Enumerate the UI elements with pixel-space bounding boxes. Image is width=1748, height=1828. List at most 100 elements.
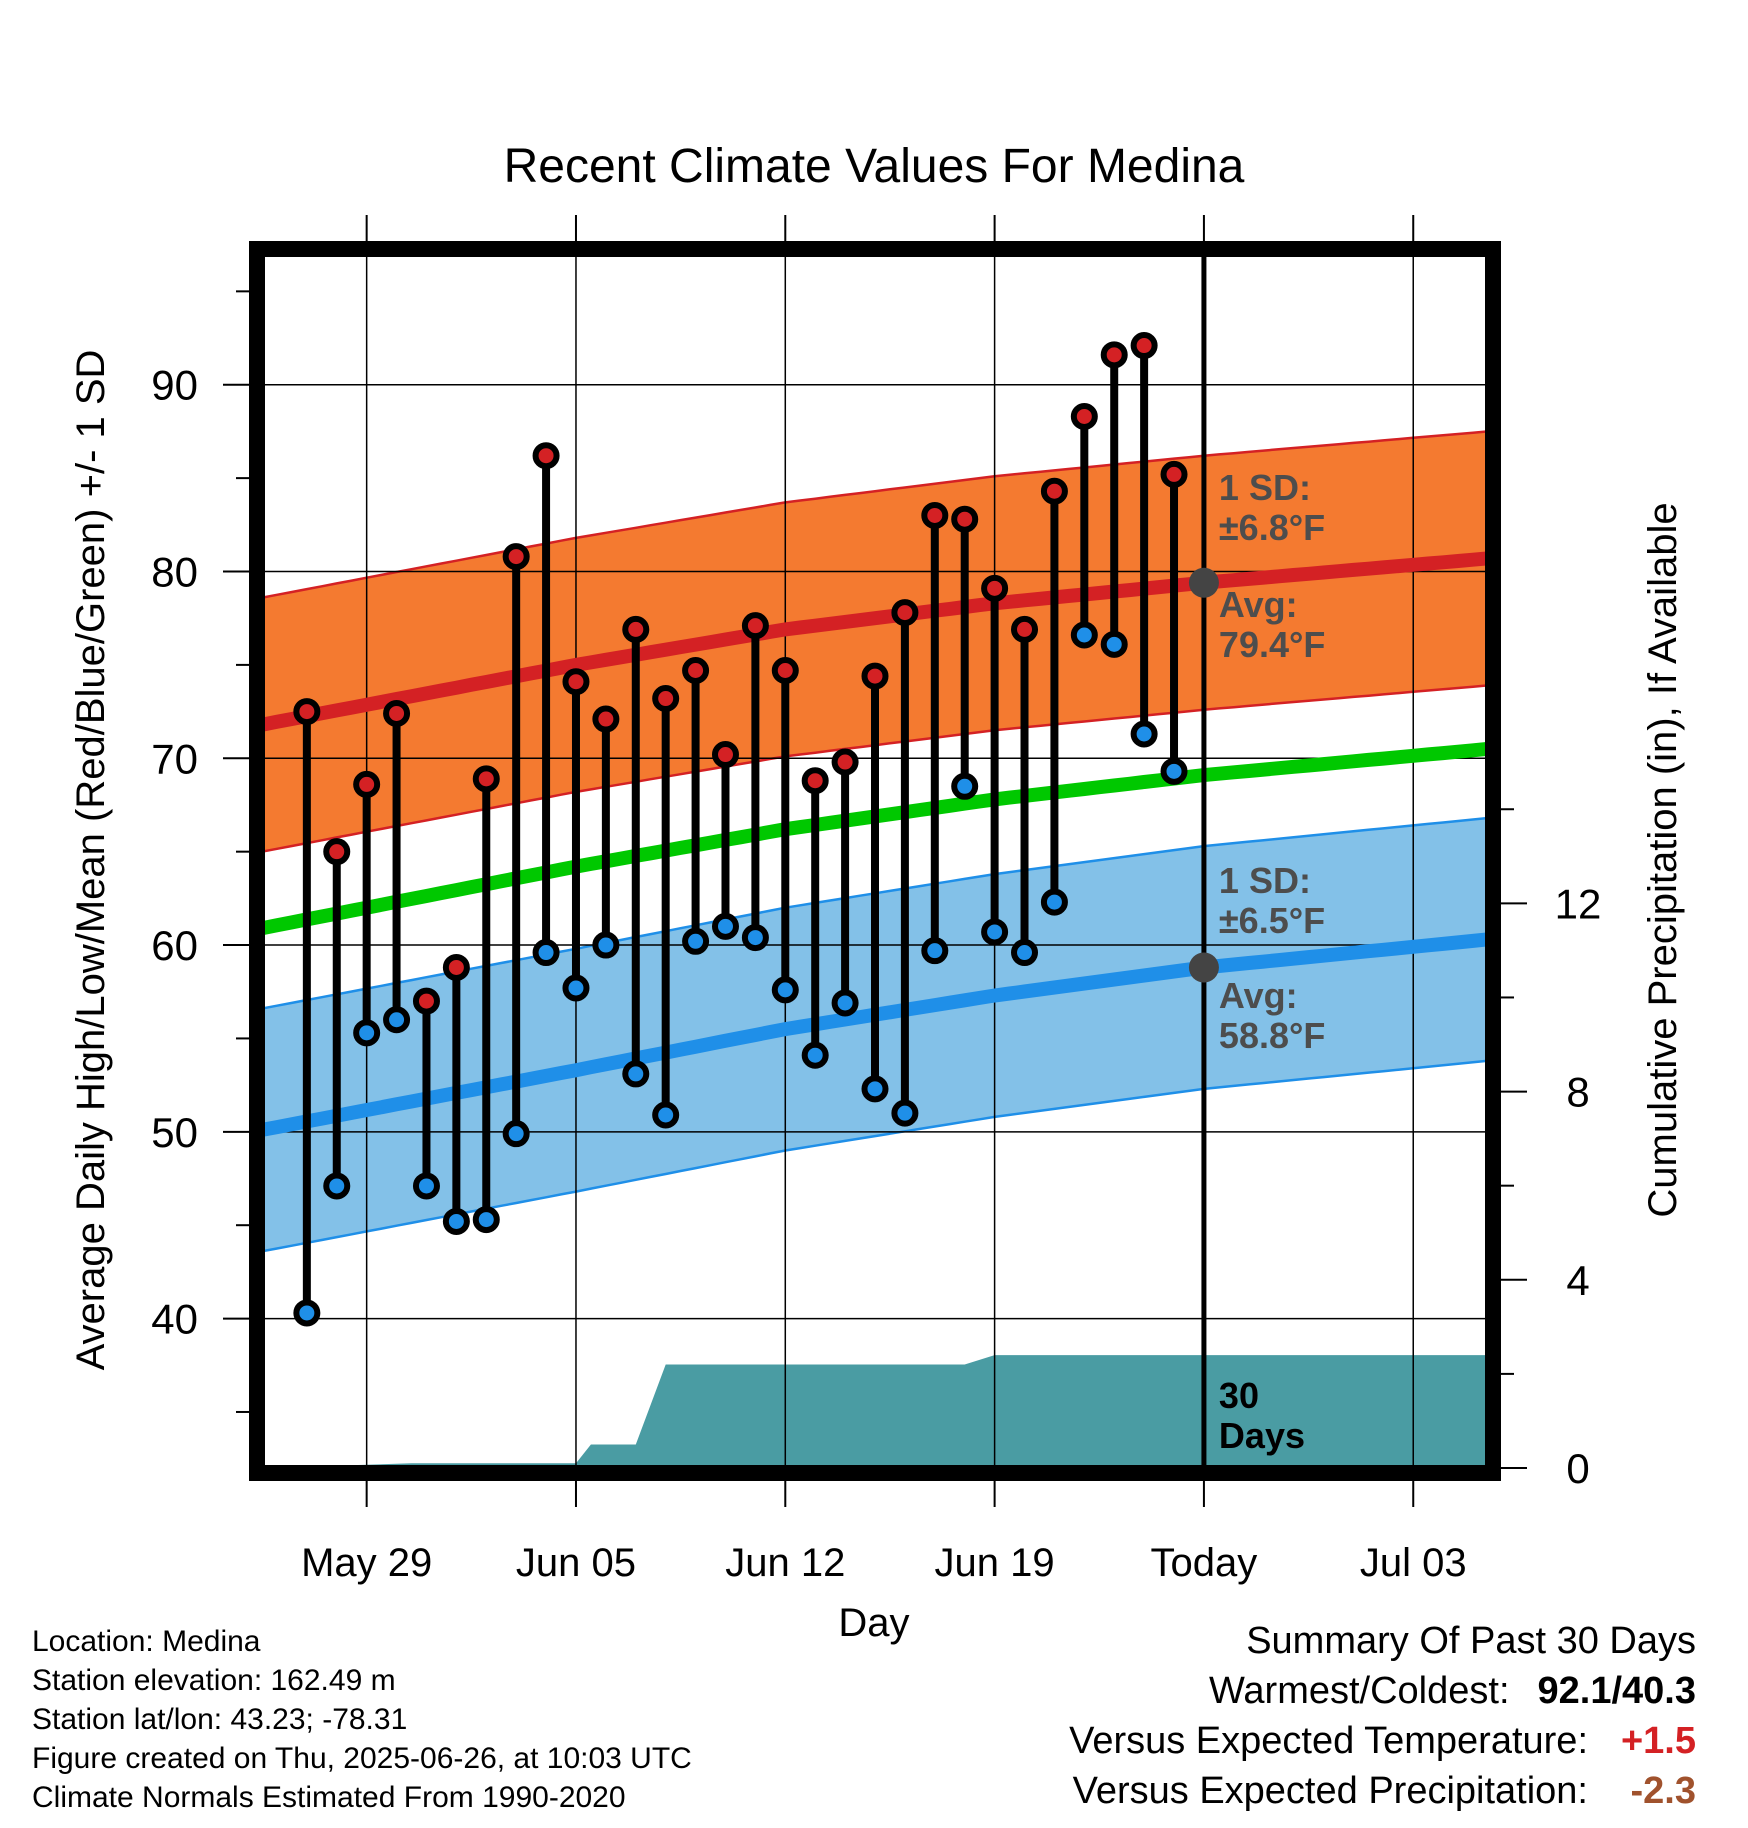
warmest-coldest-label: Warmest/Coldest:	[1208, 1670, 1510, 1712]
low-point	[831, 989, 859, 1017]
annot-low-sd-line-2: ±6.5°F	[1219, 900, 1325, 941]
low-point	[951, 772, 979, 800]
high-point	[1040, 477, 1068, 505]
x-tick-label: Jun 12	[725, 1541, 845, 1585]
low-point	[293, 1299, 321, 1327]
low-point	[412, 1172, 440, 1200]
high-point	[682, 656, 710, 684]
annot-high-sd-line-2: ±6.8°F	[1219, 507, 1325, 548]
low-point	[1100, 630, 1128, 658]
low-point	[921, 937, 949, 965]
created-text: Figure created on Thu, 2025-06-26, at 10…	[32, 1742, 692, 1775]
summary-row-extremes: Warmest/Coldest: 92.1/40.3	[1069, 1666, 1696, 1716]
x-tick-label: Today	[1151, 1541, 1258, 1585]
y2-axis-label: Cumulative Precipitation (in), If Availa…	[1641, 502, 1685, 1217]
y-tick-label: 70	[151, 735, 198, 782]
summary-row-precip: Versus Expected Precipitation: -2.3	[1069, 1766, 1696, 1816]
low-point	[801, 1041, 829, 1069]
y-tick-label: 80	[151, 549, 198, 596]
x-tick-label: Jun 05	[516, 1541, 636, 1585]
high-point	[502, 543, 530, 571]
low-point	[472, 1206, 500, 1234]
low-point	[1040, 888, 1068, 916]
annot-high-sd-line-1: 1 SD:	[1219, 467, 1311, 508]
y-tick-label: 90	[151, 362, 198, 409]
high-point	[323, 838, 351, 866]
plot-frame	[249, 241, 1501, 1481]
annot-low-sd-line-1: 1 SD:	[1219, 860, 1311, 901]
high-point	[532, 442, 560, 470]
warmest-coldest-value: 92.1/40.3	[1537, 1670, 1696, 1712]
y2-tick-label: 4	[1566, 1257, 1589, 1304]
low-point	[383, 1006, 411, 1034]
x-tick-label: Jun 19	[935, 1541, 1055, 1585]
low-point	[353, 1019, 381, 1047]
y-tick-label: 60	[151, 922, 198, 969]
annot-high-avg-line-1: Avg:	[1219, 584, 1298, 625]
high-sd-upper-edge	[262, 430, 1488, 599]
low-point	[323, 1172, 351, 1200]
high-point	[1011, 615, 1039, 643]
precip-anomaly-value: -2.3	[1630, 1770, 1696, 1812]
high-point	[472, 765, 500, 793]
high-point	[652, 685, 680, 713]
latlon-text: Station lat/lon: 43.23; -78.31	[32, 1703, 408, 1736]
low-point	[741, 924, 769, 952]
y2-tick-label: 12	[1555, 880, 1602, 927]
low-point	[442, 1207, 470, 1235]
low-point	[1160, 757, 1188, 785]
today-avg-low-marker	[1188, 952, 1219, 983]
low-point	[592, 931, 620, 959]
high-point	[981, 574, 1009, 602]
annot-low-avg-line-2: 58.8°F	[1219, 1015, 1325, 1056]
avg-high-line	[262, 551, 1488, 732]
high-point	[442, 953, 470, 981]
y-tick-label: 40	[151, 1296, 198, 1343]
high-point	[1130, 332, 1158, 360]
high-point	[1100, 341, 1128, 369]
data-marks	[293, 332, 1188, 1327]
low-point	[652, 1101, 680, 1129]
location-text: Location: Medina	[32, 1625, 261, 1658]
y-axis-label: Average Daily High/Low/Mean (Red/Blue/Gr…	[69, 350, 113, 1371]
high-point	[383, 699, 411, 727]
y2-tick-label: 0	[1566, 1445, 1589, 1492]
low-point	[622, 1060, 650, 1088]
temp-anomaly-value: +1.5	[1620, 1720, 1696, 1762]
low-point	[711, 912, 739, 940]
high-point	[293, 698, 321, 726]
low-point	[1011, 939, 1039, 967]
summary-panel: Summary Of Past 30 Days Warmest/Coldest:…	[1069, 1616, 1696, 1816]
high-point	[831, 748, 859, 776]
summary-title: Summary Of Past 30 Days	[1246, 1620, 1696, 1662]
high-point	[592, 705, 620, 733]
x-tick-label: Jul 03	[1360, 1541, 1467, 1585]
axes: 40 50 60 70 80 90 0 4 8 12 May 29 Jun 05 Jun 12 Jun 1…	[151, 215, 1601, 1585]
high-point	[891, 599, 919, 627]
high-sd-band	[262, 431, 1488, 852]
low-point	[1130, 720, 1158, 748]
annot-window-line-2: Days	[1219, 1415, 1305, 1456]
precip-area	[262, 1355, 1488, 1468]
high-point	[951, 505, 979, 533]
high-point	[741, 612, 769, 640]
high-point	[771, 656, 799, 684]
low-point	[1070, 621, 1098, 649]
low-point	[981, 918, 1009, 946]
annot-low-avg-line-1: Avg:	[1219, 975, 1298, 1016]
high-point	[412, 987, 440, 1015]
y2-tick-label: 8	[1566, 1069, 1589, 1116]
low-point	[771, 976, 799, 1004]
today-avg-high-marker	[1188, 567, 1219, 598]
low-point	[682, 927, 710, 955]
low-point	[502, 1120, 530, 1148]
low-point	[532, 939, 560, 967]
low-point	[562, 974, 590, 1002]
precip-anomaly-label: Versus Expected Precipitation:	[1072, 1770, 1588, 1812]
x-tick-label: May 29	[301, 1541, 432, 1585]
high-point	[921, 501, 949, 529]
high-point	[711, 741, 739, 769]
summary-row-temp: Versus Expected Temperature: +1.5	[1069, 1716, 1696, 1766]
high-point	[1070, 402, 1098, 430]
